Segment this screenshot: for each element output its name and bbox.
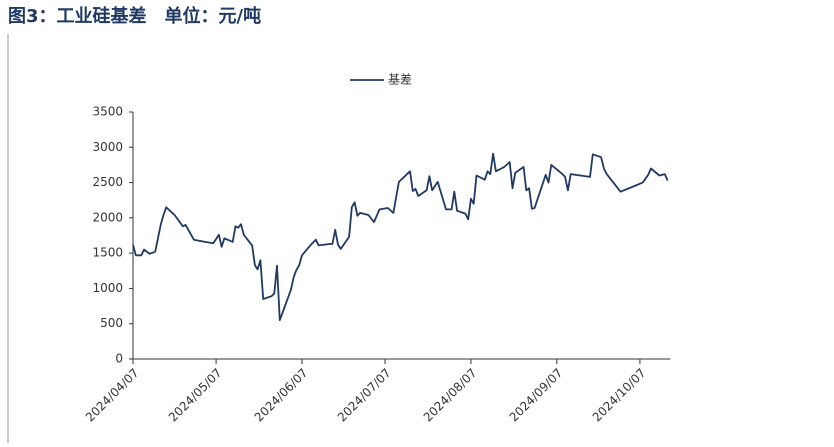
- y-tick-label: 500: [100, 316, 123, 330]
- y-tick-label: 3500: [92, 105, 123, 119]
- y-tick-label: 2500: [92, 175, 123, 189]
- y-tick-label: 0: [115, 352, 123, 366]
- legend-label: 基差: [388, 73, 412, 87]
- y-tick-label: 2000: [92, 210, 123, 224]
- y-tick-label: 3000: [92, 140, 123, 154]
- y-tick-label: 1500: [92, 246, 123, 260]
- chart-title: 图3：工业硅基差 单位：元/吨: [8, 5, 261, 27]
- y-tick-label: 1000: [92, 281, 123, 295]
- data-line: [132, 152, 669, 322]
